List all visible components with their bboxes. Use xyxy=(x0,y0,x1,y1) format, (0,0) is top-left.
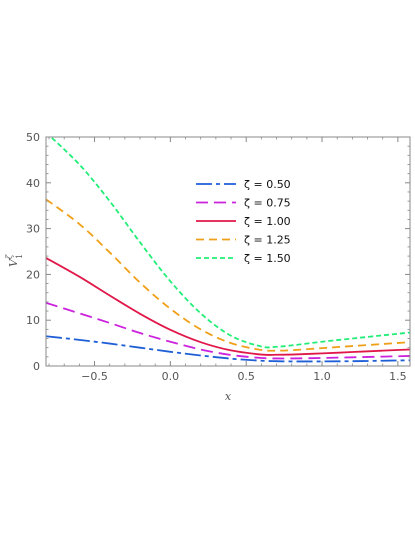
plot-frame xyxy=(45,136,411,367)
legend-label-2: ζ = 1.00 xyxy=(244,215,291,228)
series-line-1 xyxy=(46,301,410,360)
legend-label-3: ζ = 1.25 xyxy=(244,234,291,247)
series-line-2 xyxy=(46,257,410,356)
y-tick-label: 30 xyxy=(26,223,40,236)
y-axis-label-superscript: ζ xyxy=(5,254,14,259)
y-tick-label: 20 xyxy=(26,268,40,281)
legend-label-4: ζ = 1.50 xyxy=(244,252,291,265)
y-tick-label: 40 xyxy=(26,177,40,190)
series-line-0 xyxy=(46,335,410,363)
y-axis-label-main: V xyxy=(7,258,20,267)
legend-label-0: ζ = 0.50 xyxy=(244,178,291,191)
legend: ζ = 0.50 ζ = 0.75 ζ = 1.00 ζ = 1.25 ζ = 1.50 xyxy=(196,178,291,265)
x-tick-label: 0.5 xyxy=(237,370,255,383)
x-tick-label: −0.5 xyxy=(81,370,108,383)
y-tick-label: 0 xyxy=(33,360,40,373)
y-axis-label: V ζ 1 xyxy=(5,254,24,267)
series-lines xyxy=(46,137,410,363)
x-tick-label: 1.0 xyxy=(313,370,331,383)
x-axis-label: x xyxy=(225,390,232,403)
legend-label-1: ζ = 0.75 xyxy=(244,197,291,210)
x-tick-label: 0.0 xyxy=(162,370,180,383)
y-tick-label: 50 xyxy=(26,131,40,144)
series-line-4 xyxy=(49,137,410,349)
y-axis-label-subscript: 1 xyxy=(15,254,24,259)
series-line-3 xyxy=(46,198,410,352)
y-tick-label: 10 xyxy=(26,314,40,327)
axes: −0.5 0.0 0.5 1.0 1.5 0 10 20 30 40 50 xyxy=(26,131,411,383)
x-tick-label: 1.5 xyxy=(389,370,407,383)
